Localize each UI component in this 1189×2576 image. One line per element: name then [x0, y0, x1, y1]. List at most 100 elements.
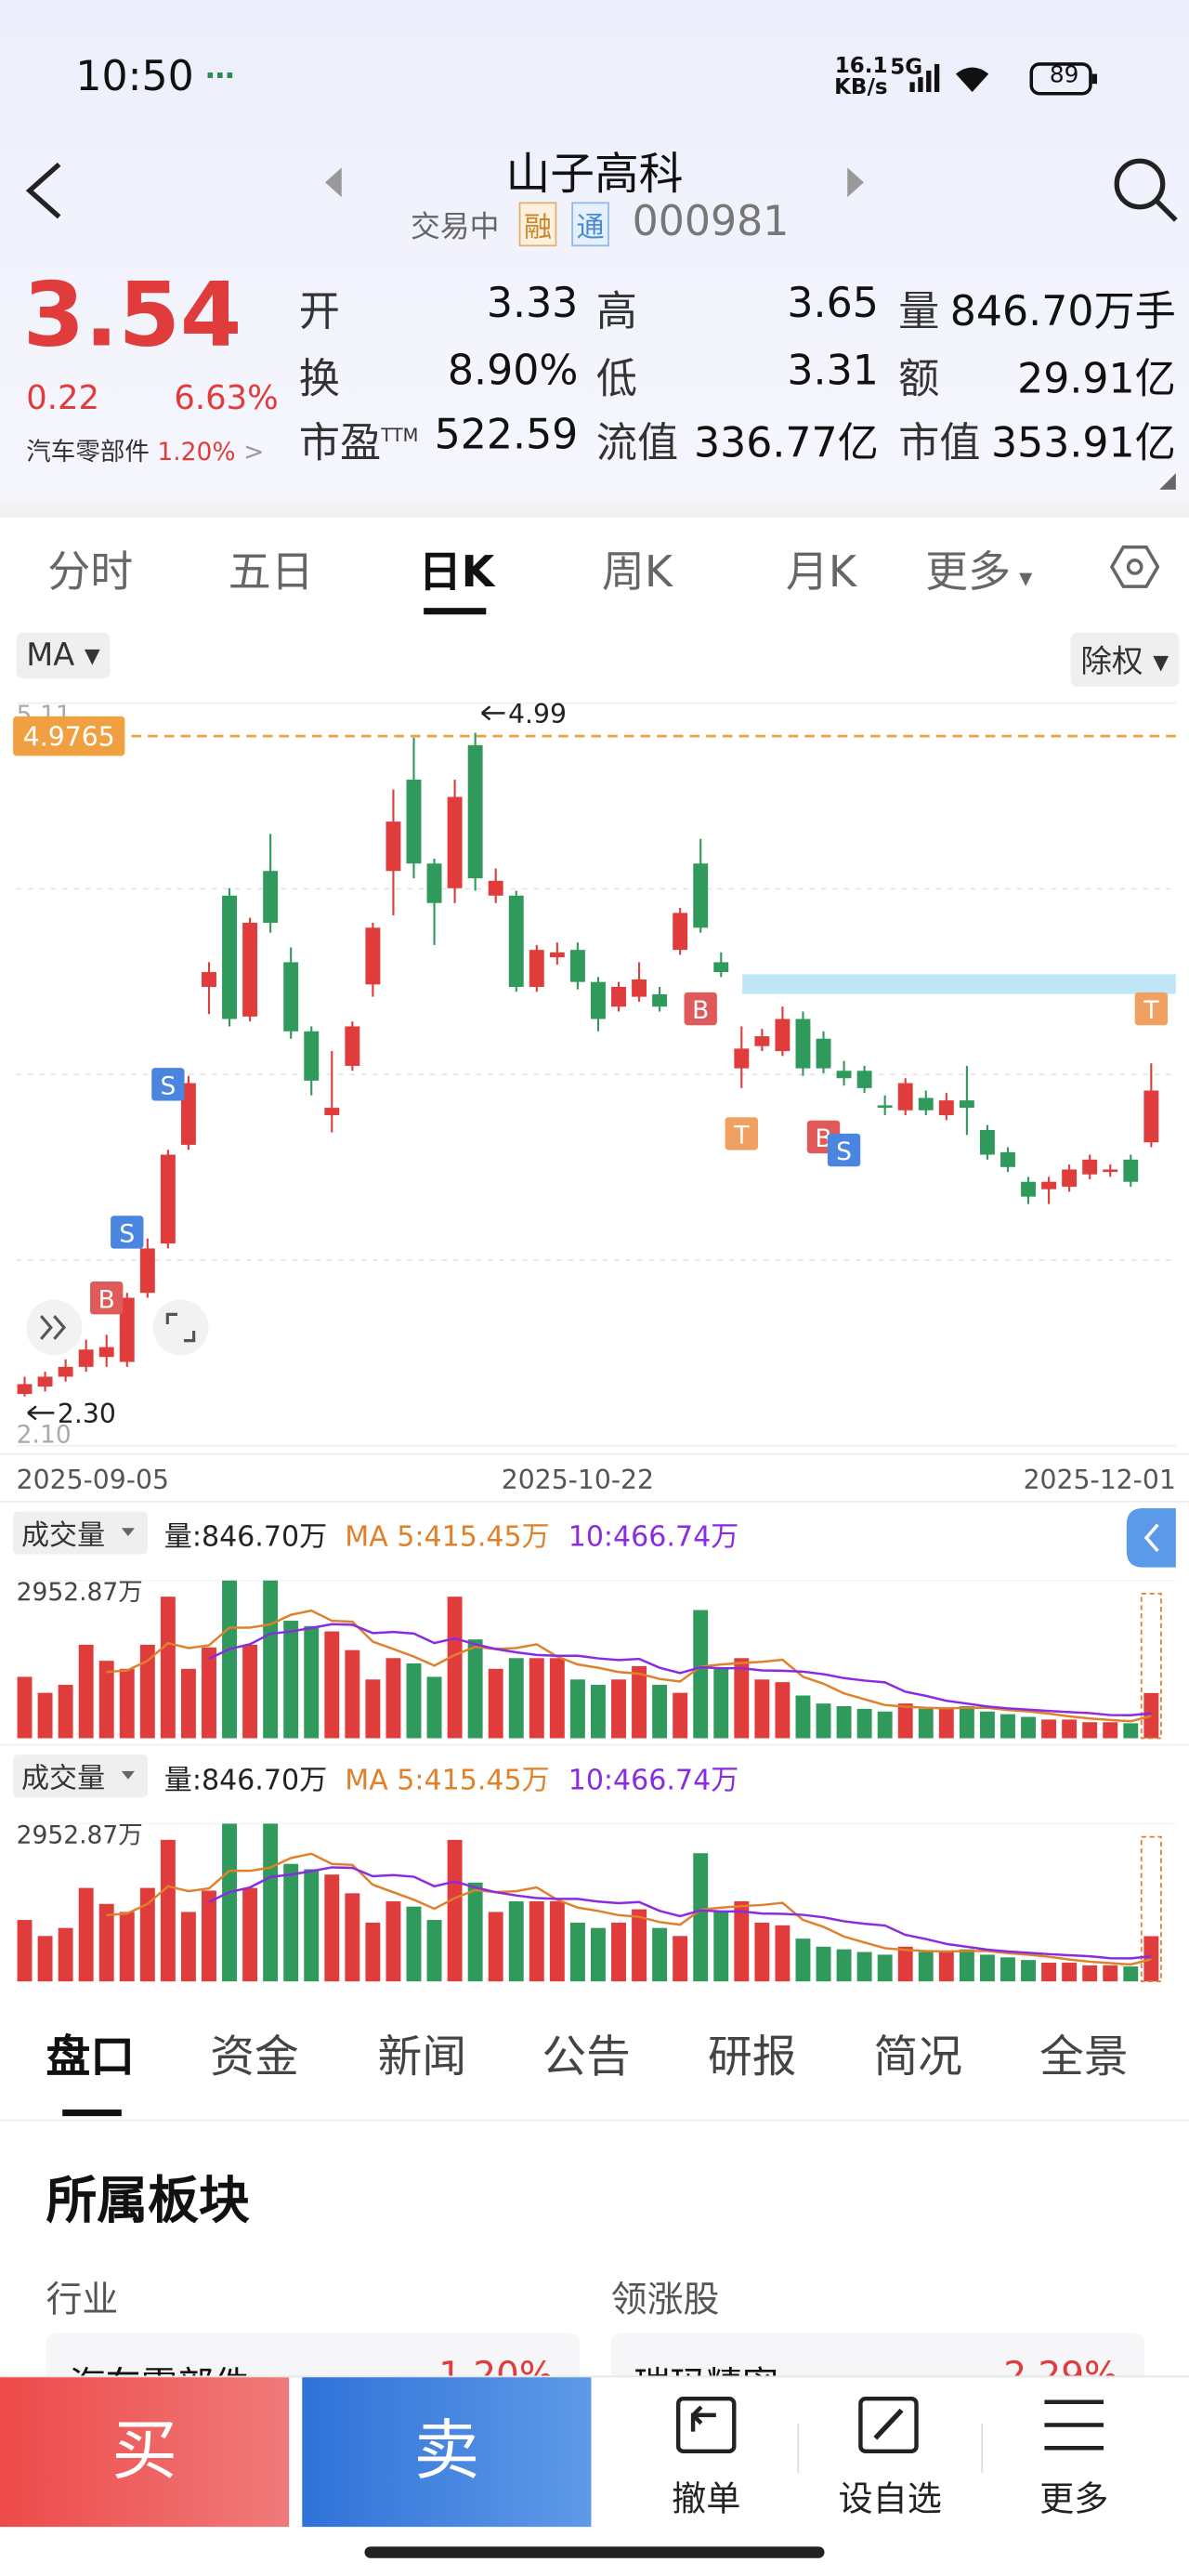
volume-bar	[918, 1708, 934, 1739]
chart-tab[interactable]: 更多 ▾	[925, 548, 1033, 598]
stat-label: 高	[595, 287, 637, 335]
volume-bar	[836, 1949, 852, 1982]
settings-button[interactable]	[1110, 542, 1160, 591]
expand-corner[interactable]	[1156, 470, 1180, 493]
ma-line	[208, 1866, 1152, 1960]
candle-body	[426, 863, 442, 903]
expand-button	[26, 1299, 83, 1356]
stat-value: 29.91亿	[1017, 354, 1176, 403]
margin-badge: 融	[518, 202, 557, 247]
chart-tab[interactable]: 周K	[601, 548, 673, 598]
volume-bar	[406, 1663, 422, 1739]
candle-body	[1103, 1169, 1118, 1173]
sell-button[interactable]: 卖	[302, 2377, 592, 2528]
volume-bar	[713, 1668, 729, 1739]
network: 5G	[890, 56, 923, 81]
volume-bar	[222, 1580, 237, 1739]
candle-body	[304, 1031, 320, 1081]
volume-bar	[447, 1597, 463, 1739]
search-button[interactable]	[1110, 154, 1182, 227]
chart-tab[interactable]: 月K	[785, 548, 857, 598]
header-background	[0, 0, 1189, 502]
buy-button[interactable]: 买	[0, 2377, 290, 2528]
leader-label: 领涨股	[610, 2280, 720, 2322]
info-tab[interactable]: 研报	[707, 2031, 797, 2083]
volume-bar	[529, 1900, 544, 1982]
volume-bar	[1021, 1960, 1036, 1982]
y-tick-label: 2952.87万	[17, 1821, 143, 1850]
info-tab[interactable]: 盘口	[46, 2031, 135, 2083]
volume-bar	[795, 1695, 811, 1739]
indicator-button[interactable]: MA ▾	[16, 632, 111, 679]
adjust-label: 除权	[1080, 644, 1143, 680]
back-button[interactable]	[20, 158, 69, 224]
prev-stock[interactable]	[322, 164, 346, 201]
collapse-tab	[1126, 1507, 1176, 1568]
stat-sup: TTM	[381, 425, 419, 447]
chart-tab[interactable]: 分时	[47, 548, 134, 598]
candle-body	[713, 962, 729, 973]
candle-body	[795, 1019, 811, 1069]
stat-value: 3.31	[787, 347, 879, 395]
volume-button	[13, 1755, 149, 1798]
volume-bar	[426, 1920, 442, 1982]
volume-button	[13, 1511, 149, 1555]
info-tab[interactable]: 简况	[873, 2031, 963, 2083]
sector-link[interactable]: 汽车零部件 1.20% >	[26, 434, 264, 468]
action-label[interactable]: 设自选	[838, 2478, 942, 2519]
volume-bar	[222, 1823, 237, 1982]
candle-body	[734, 1048, 750, 1069]
candle-body	[836, 1071, 852, 1079]
candle-body	[58, 1366, 73, 1377]
candle-body	[897, 1083, 913, 1111]
stat-label: 市盈TTM	[298, 418, 419, 467]
volume-bar	[713, 1912, 729, 1982]
ma-line	[106, 1852, 1152, 1966]
chart-tab[interactable]: 五日	[228, 548, 314, 598]
signal-marker	[1134, 992, 1169, 1026]
stat-value: 3.33	[486, 279, 579, 327]
adjust-button[interactable]: 除权 ▾	[1070, 632, 1179, 688]
volume-bar	[1103, 1722, 1118, 1739]
signal-label: B	[98, 1285, 115, 1314]
net-speed-value: 16.1	[834, 54, 888, 79]
dropdown-caret: ▾	[1011, 561, 1033, 594]
reference-label: 4.9765	[23, 722, 115, 753]
app-icon: ⋯	[204, 59, 235, 94]
signal-marker	[684, 992, 717, 1026]
volume-bar	[836, 1706, 852, 1739]
volume-bar	[37, 1936, 53, 1982]
ma5-legend: MA 5:415.45万	[345, 1521, 549, 1554]
stat-label: 量	[898, 287, 940, 335]
volume-bar	[345, 1649, 360, 1739]
info-tab[interactable]: 资金	[210, 2031, 299, 2083]
volume-bar	[1000, 1957, 1015, 1982]
stat-value: 353.91亿	[990, 418, 1176, 467]
candle-body	[549, 952, 565, 958]
action-label[interactable]: 更多	[1039, 2478, 1109, 2519]
info-tab[interactable]: 全景	[1039, 2031, 1129, 2083]
candle-body	[569, 950, 585, 982]
volume-value: 量:846.70万	[164, 1764, 327, 1796]
x-tick-label: 2025-10-22	[502, 1465, 654, 1495]
price: 3.54	[22, 262, 242, 367]
volume-bar	[202, 1890, 216, 1982]
action-label[interactable]: 撤单	[672, 2478, 741, 2519]
volume-bar	[78, 1644, 94, 1739]
info-tab[interactable]: 新闻	[377, 2031, 467, 2083]
chart-tab[interactable]: 日K	[418, 548, 495, 598]
candle-body	[775, 1019, 790, 1052]
signal-label: S	[836, 1137, 852, 1166]
info-tab[interactable]: 公告	[542, 2031, 631, 2083]
clock: 10:50	[75, 52, 194, 100]
volume-bar	[263, 1823, 279, 1982]
volume-bar	[508, 1900, 524, 1982]
fullscreen-button	[152, 1299, 209, 1356]
next-stock[interactable]	[844, 164, 868, 201]
volume-bar	[529, 1658, 544, 1739]
volume-bar	[467, 1639, 483, 1739]
candle-body	[611, 986, 626, 1007]
volume-bar	[160, 1597, 176, 1739]
volume-bar	[938, 1952, 954, 1982]
volume-bar	[652, 1685, 668, 1739]
